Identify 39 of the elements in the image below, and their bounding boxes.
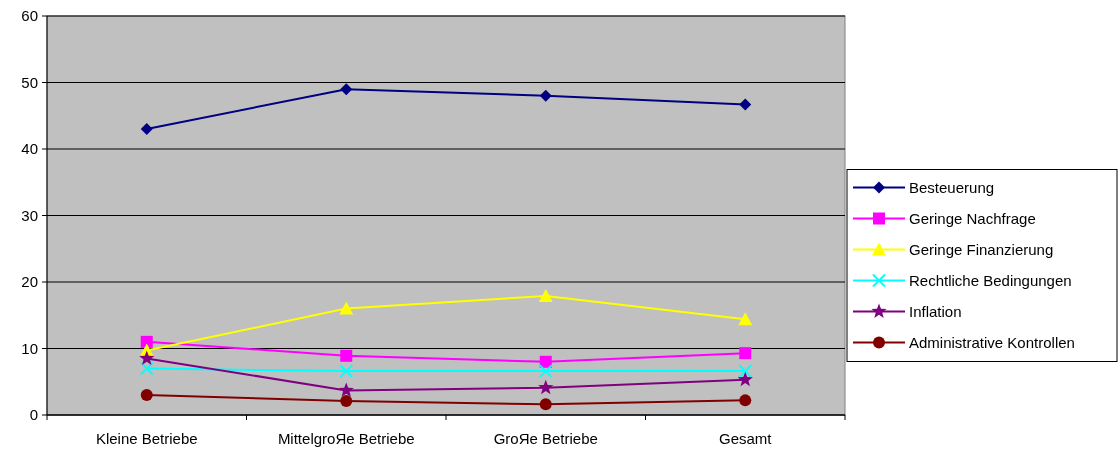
point bbox=[739, 347, 752, 360]
point bbox=[738, 364, 753, 379]
legend-label: Besteuerung bbox=[909, 178, 995, 196]
point bbox=[737, 371, 753, 387]
legend-label: Geringe Finanzierung bbox=[909, 240, 1054, 258]
legend-label: Inflation bbox=[909, 302, 962, 320]
point bbox=[538, 288, 553, 302]
point bbox=[340, 395, 353, 408]
point bbox=[739, 98, 752, 111]
x-tick-label: MittelgroЯe Betriebe bbox=[277, 430, 415, 447]
point bbox=[140, 389, 153, 402]
legend-label: Rechtliche Bedingungen bbox=[909, 271, 1072, 289]
point bbox=[338, 382, 354, 397]
point bbox=[539, 89, 552, 102]
y-tick-label: 40 bbox=[21, 140, 38, 158]
y-tick-label: 30 bbox=[21, 206, 38, 224]
y-tick-label: 50 bbox=[21, 73, 38, 91]
point bbox=[139, 361, 154, 376]
y-tick-label: 0 bbox=[29, 406, 38, 424]
y-tick-label: 60 bbox=[21, 7, 38, 25]
y-tick-label: 20 bbox=[21, 273, 38, 291]
point bbox=[339, 301, 354, 315]
point bbox=[340, 83, 353, 96]
point bbox=[538, 379, 554, 395]
x-tick-label: GroЯe Betriebe bbox=[493, 430, 598, 447]
point bbox=[340, 349, 353, 362]
point bbox=[738, 312, 753, 326]
point bbox=[538, 364, 553, 379]
y-tick-label: 10 bbox=[21, 339, 38, 357]
legend-label: Administrative Kontrollen bbox=[909, 333, 1075, 351]
legend-label: Geringe Nachfrage bbox=[909, 209, 1036, 227]
point bbox=[139, 350, 155, 365]
x-tick-label: Gesamt bbox=[718, 430, 773, 447]
point bbox=[140, 123, 153, 136]
point bbox=[539, 398, 552, 411]
point bbox=[339, 364, 354, 379]
point bbox=[140, 335, 153, 348]
point bbox=[739, 394, 752, 407]
x-tick-label: Kleine Betriebe bbox=[95, 430, 198, 447]
